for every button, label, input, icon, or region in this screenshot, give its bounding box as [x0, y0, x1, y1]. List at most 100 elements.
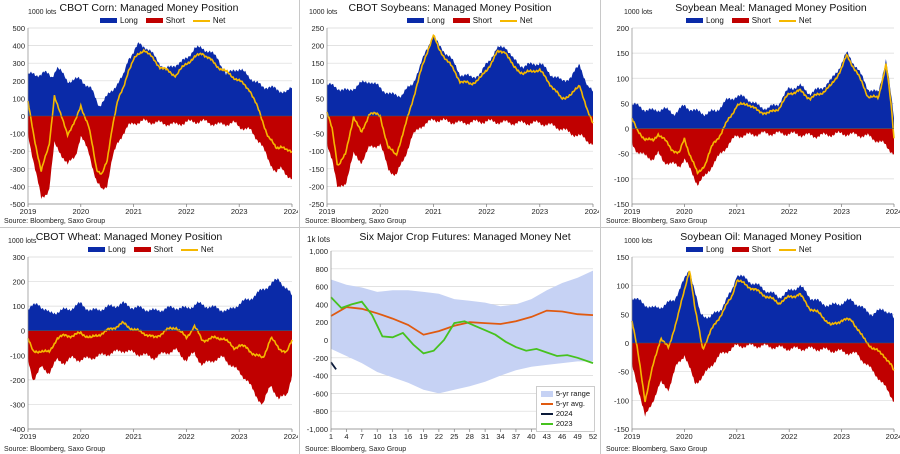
y-tick-label: 0 — [320, 112, 324, 121]
chart-panel-wheat: CBOT Wheat: Managed Money Position 1000 … — [0, 229, 298, 454]
x-tick-label: 49 — [573, 432, 581, 441]
x-tick-label: 2019 — [624, 432, 641, 441]
y-tick-label: -150 — [614, 200, 629, 209]
y-tick-label: 200 — [311, 42, 324, 51]
x-tick-label: 2021 — [728, 207, 745, 216]
y-tick-label: -200 — [309, 182, 324, 191]
x-tick-label: 2021 — [728, 432, 745, 441]
chart-title: CBOT Soybeans: Managed Money Position — [348, 2, 552, 14]
y-tick-label: 1,000 — [309, 247, 328, 256]
source-note: Source: Bloomberg, Saxo Group — [4, 218, 106, 225]
legend: Long Short Net — [88, 245, 213, 254]
y-tick-label: 250 — [311, 24, 324, 33]
y-tick-label: -100 — [10, 351, 25, 360]
y-tick-label: 50 — [621, 310, 629, 319]
x-tick-label: 2019 — [20, 207, 37, 216]
x-tick-label: 2024 — [886, 207, 900, 216]
net-line — [27, 320, 293, 359]
x-tick-label: 46 — [558, 432, 566, 441]
chart-panel-soyoil: Soybean Oil: Managed Money Position 100 0… — [602, 229, 900, 454]
y-tick-label: -1,000 — [307, 425, 328, 434]
y-tick-label: -200 — [10, 147, 25, 156]
y-tick-label: 100 — [616, 282, 629, 291]
unit-label: 1000 lots — [624, 9, 653, 16]
x-tick-label: 2019 — [20, 432, 37, 441]
legend: 5-yr range 5-yr avg. 2024 2023 — [535, 386, 595, 432]
legend-item-short: Short — [145, 16, 185, 25]
legend-item-2023: 2023 — [540, 419, 590, 429]
short-area — [632, 343, 894, 417]
y-tick-label: -400 — [313, 372, 328, 381]
chart-panel-corn: CBOT Corn: Managed Money Position 1000 l… — [0, 0, 298, 226]
divider — [299, 0, 300, 454]
x-tick-label: 43 — [543, 432, 551, 441]
x-tick-label: 2022 — [178, 432, 195, 441]
source-note: Source: Bloomberg, Saxo Group — [305, 446, 407, 453]
legend-item-net: Net — [778, 16, 811, 25]
unit-label: 1000 lots — [28, 9, 57, 16]
chart-plot: -400 -300 -200 -100 0 100 200 300 2019 2020 2021 20… — [10, 253, 298, 441]
net-line — [631, 270, 895, 403]
source-note: Source: Bloomberg, Saxo Group — [606, 446, 708, 453]
y-tick-label: 150 — [616, 49, 629, 58]
five-yr-avg-line — [330, 306, 594, 336]
y-tick-label: 200 — [12, 278, 25, 287]
five-yr-range-band — [331, 270, 593, 394]
source-note: Source: Bloomberg, Saxo Group — [606, 218, 708, 225]
legend-item-net: Net — [180, 245, 213, 254]
y-tick-label: 500 — [12, 24, 25, 33]
long-area — [632, 51, 894, 129]
x-tick-label: 2023 — [833, 207, 850, 216]
y-tick-label: 0 — [21, 112, 25, 121]
x-tick-label: 2021 — [125, 207, 142, 216]
chart-title: Six Major Crop Futures: Managed Money Ne… — [359, 231, 571, 243]
y-tick-label: 300 — [12, 59, 25, 68]
net-line — [27, 48, 293, 175]
short-area — [632, 128, 894, 186]
y-tick-label: 100 — [12, 94, 25, 103]
short-area — [327, 116, 593, 188]
y-tick-label: 300 — [12, 253, 25, 262]
y-tick-label: 200 — [315, 318, 328, 327]
source-note: Source: Bloomberg, Saxo Group — [305, 218, 407, 225]
y-tick-label: -800 — [313, 407, 328, 416]
legend: Long Short Net — [686, 245, 811, 254]
x-tick-label: 2024 — [886, 432, 900, 441]
x-tick-label: 10 — [373, 432, 381, 441]
x-tick-label: 13 — [388, 432, 396, 441]
legend-item-long: Long — [686, 245, 724, 254]
x-tick-label: 19 — [419, 432, 427, 441]
y-tick-label: -100 — [309, 147, 324, 156]
legend: Long Short Net — [407, 16, 532, 25]
y-tick-label: 0 — [324, 336, 328, 345]
chart-plot: -500 -400 -300 -200 -100 0 100 200 300 400 500 2019… — [10, 24, 298, 216]
chart-plot: -250 -200 -150 -100 -50 0 50 100 150 200 250 2019 20… — [309, 24, 599, 216]
y-tick-label: 0 — [625, 339, 629, 348]
y-tick-label: 50 — [621, 99, 629, 108]
legend-item-2024: 2024 — [540, 409, 590, 419]
long-area — [28, 278, 292, 331]
x-tick-label: 2020 — [72, 207, 89, 216]
x-tick-label: 34 — [496, 432, 504, 441]
x-tick-label: 25 — [450, 432, 458, 441]
y-tick-label: 0 — [625, 125, 629, 134]
x-tick-label: 4 — [344, 432, 348, 441]
long-area — [632, 271, 894, 343]
x-tick-label: 2019 — [624, 207, 641, 216]
legend-item-long: Long — [88, 245, 126, 254]
y-tick-label: 0 — [21, 327, 25, 336]
line-2024 — [330, 361, 337, 370]
divider — [0, 227, 900, 228]
chart-title: Soybean Oil: Managed Money Position — [680, 231, 862, 243]
x-tick-label: 2024 — [284, 207, 298, 216]
x-tick-label: 2021 — [125, 432, 142, 441]
x-tick-label: 2020 — [72, 432, 89, 441]
legend: Long Short Net — [100, 16, 225, 25]
y-tick-label: 100 — [616, 74, 629, 83]
y-tick-label: -200 — [10, 376, 25, 385]
long-area — [327, 35, 593, 116]
x-tick-label: 31 — [481, 432, 489, 441]
x-tick-label: 2024 — [284, 432, 298, 441]
y-tick-label: -100 — [614, 396, 629, 405]
divider — [600, 0, 601, 454]
